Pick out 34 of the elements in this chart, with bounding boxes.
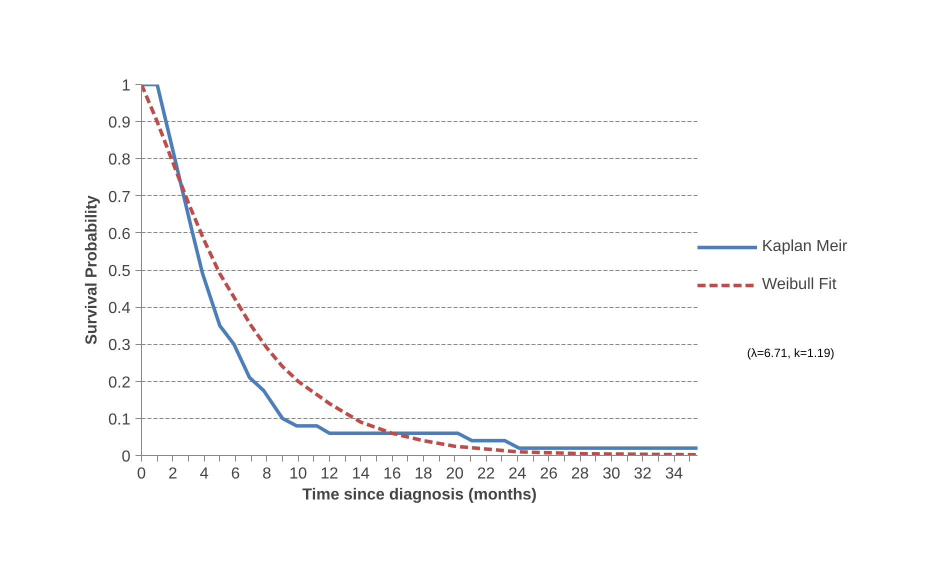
y-tick-label: 0.4	[108, 300, 131, 318]
x-tick-label: 12	[320, 466, 338, 482]
x-tick-label: 22	[477, 466, 496, 482]
x-tick-label: 20	[446, 466, 464, 482]
legend-label: Weibull Fit	[762, 276, 836, 294]
x-tick-label: 32	[634, 466, 652, 482]
x-tick-label: 6	[231, 466, 240, 482]
x-axis-title: Time since diagnosis (months)	[302, 486, 537, 504]
y-tick-label: 0.7	[108, 188, 131, 206]
x-tick-label: 24	[508, 466, 526, 482]
x-tick-label: 10	[289, 466, 308, 482]
y-tick-label: 0.5	[108, 263, 131, 280]
x-tick-label: 18	[414, 466, 432, 482]
y-tick-label: 0.1	[108, 411, 131, 428]
x-tick-label: 26	[540, 466, 558, 482]
legend-label: Kaplan Meir	[762, 238, 848, 256]
y-tick-label: 0	[122, 448, 131, 466]
x-tick-label: 28	[571, 466, 590, 482]
x-tick-label: 4	[200, 466, 209, 482]
y-tick-label: 0.9	[108, 114, 131, 132]
y-tick-label: 0.8	[108, 152, 131, 169]
x-tick-label: 2	[168, 466, 178, 482]
x-tick-label: 34	[665, 466, 684, 482]
y-tick-label: 1	[122, 78, 131, 94]
x-tick-label: 30	[602, 466, 620, 482]
text: (λ=6.71, k=1.19)	[747, 345, 834, 362]
y-tick-label: 0.2	[108, 374, 131, 392]
x-tick-label: 0	[137, 466, 146, 482]
x-tick-label: 8	[262, 466, 272, 482]
x-tick-label: 14	[352, 466, 370, 482]
x-tick-label: 16	[383, 466, 402, 482]
y-tick-label: 0.6	[108, 226, 131, 243]
y-tick-label: 0.3	[108, 337, 131, 354]
y-axis-title: Survival Probability	[83, 195, 100, 345]
